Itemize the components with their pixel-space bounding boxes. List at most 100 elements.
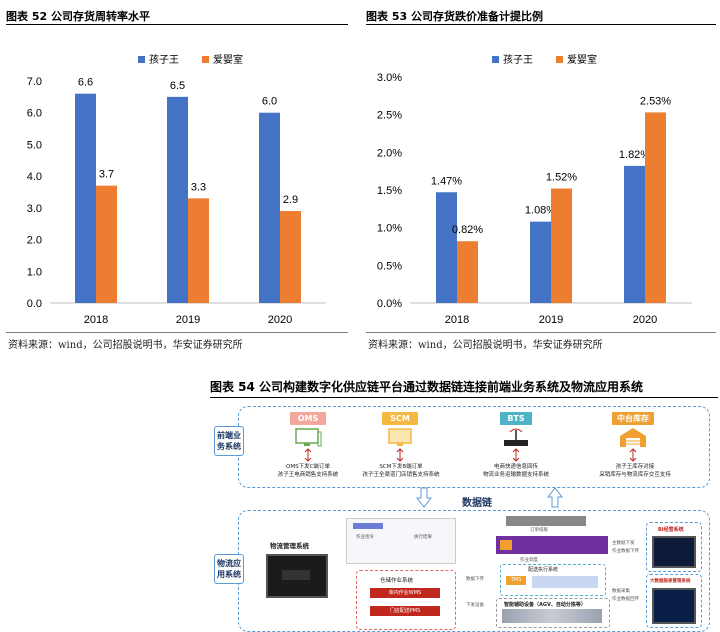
- inventory-line1: 孩子王库存对接: [615, 464, 655, 470]
- bar-爱婴室-2018: [457, 241, 478, 303]
- x-tick-label: 2019: [539, 314, 563, 326]
- wms-label: 仓储作业系统: [380, 578, 414, 584]
- job-data-caption: 作业数据下传: [612, 549, 639, 554]
- data-label: 6.6: [78, 77, 93, 89]
- bi-screen: [652, 536, 696, 568]
- tms-caption: 配送执行系统: [528, 567, 559, 573]
- bar-爱婴室-2019: [551, 188, 572, 303]
- computer-icon: [295, 428, 322, 447]
- y-tick-label: 2.0%: [377, 147, 402, 159]
- y-tick-label: 5.0: [27, 139, 42, 151]
- data-label: 3.7: [99, 169, 114, 181]
- fig53-source: 资料来源：wind，公司招股说明书，华安证券研究所: [368, 340, 603, 351]
- fig52-chart: 0.0 1.0 2.0 3.0 4.0 5.0 6.0 7.0 6.6 3.7 2018 6.5 3.3…: [27, 53, 326, 326]
- bar-孩子王-2018: [436, 192, 457, 303]
- data-label: 1.47%: [431, 175, 462, 187]
- data-label: 6.0: [262, 96, 277, 108]
- bar-孩子王-2020: [259, 112, 280, 303]
- y-tick-label: 1.0: [27, 266, 42, 278]
- fig54-title: 图表 54 公司构建数字化供应链平台通过数据链连接前端业务系统及物流应用系统: [210, 380, 644, 394]
- wms-button: 库内作业WMS: [370, 588, 440, 598]
- scm-arrow-icon: [396, 448, 404, 462]
- data-label: 1.52%: [546, 171, 577, 183]
- bar-孩子王-2019: [167, 96, 188, 303]
- bar-爱婴室-2020: [645, 112, 666, 303]
- bar-孩子王-2019: [530, 221, 551, 303]
- lms-screen: [266, 554, 328, 598]
- front-systems-label: 前端业务系统: [214, 426, 244, 456]
- pms-button: 门店配送PMS: [370, 606, 440, 616]
- inventory-arrow-icon: [629, 448, 637, 462]
- fig52-title-rule: [6, 24, 348, 25]
- y-tick-label: 0.0%: [377, 298, 402, 310]
- bar-爱婴室-2020: [280, 211, 301, 303]
- bts-arrow-icon: [512, 448, 520, 462]
- y-tick-label: 4.0: [27, 171, 42, 183]
- collect-caption: 数据采集: [612, 589, 630, 594]
- data-label: 2.9: [283, 194, 298, 206]
- bi-box: [646, 522, 702, 572]
- scm-line1: SCM下发B端订单: [379, 464, 423, 470]
- y-tick-label: 0.5%: [377, 260, 402, 272]
- command-caption: 作业指令: [356, 535, 374, 540]
- fig53-title-rule: [366, 24, 716, 25]
- fig52-source-rule: [6, 332, 348, 333]
- y-tick-label: 1.5%: [377, 185, 402, 197]
- legend-label: 爱婴室: [567, 53, 597, 66]
- y-tick-label: 3.0: [27, 203, 42, 215]
- bar-孩子王-2020: [624, 165, 645, 303]
- x-tick-label: 2018: [445, 314, 469, 326]
- fig52-title: 图表 52 公司存货周转率水平: [6, 10, 150, 23]
- bigdata-box: [646, 574, 702, 628]
- fig53-title: 图表 53 公司存货跌价准备计提比例: [366, 10, 543, 23]
- order-header: [506, 516, 586, 526]
- tms-screen: [532, 576, 598, 588]
- inventory-tag: 中台库存: [612, 412, 654, 425]
- order-caption: 订单排版: [530, 528, 548, 533]
- order-screen: [496, 536, 608, 554]
- down-arrow-icon: [415, 487, 433, 508]
- fig54-title-rule: [210, 397, 718, 398]
- data-label: 3.3: [191, 181, 206, 193]
- scm-line2: 孩子王全渠道门店销售支持系统: [362, 472, 440, 478]
- supply-chain-diagram: 前端业务系统 OMS OMS下发C端订单 孩子王电商销售支持系统 SCM SCM…: [210, 404, 718, 632]
- data-label: 2.53%: [640, 95, 671, 107]
- bts-line2: 物流业务运输数据支持系统: [482, 472, 549, 478]
- scm-tag: SCM: [382, 412, 418, 425]
- legend-label: 爱婴室: [213, 53, 243, 66]
- x-tick-label: 2018: [84, 314, 108, 326]
- logistics-systems-label: 物流应用系统: [214, 554, 244, 584]
- x-tick-label: 2020: [633, 314, 657, 326]
- data-label: 1.82%: [619, 149, 650, 161]
- fig52-source: 资料来源：wind，公司招股说明书，华安证券研究所: [8, 340, 243, 351]
- y-tick-label: 0.0: [27, 298, 42, 310]
- inventory-line2: 采销库存与物流库存交互支持: [599, 472, 671, 478]
- bts-line1: 电商快递信息回传: [493, 464, 538, 470]
- y-tick-label: 7.0: [27, 76, 42, 88]
- bar-孩子王-2018: [75, 93, 96, 303]
- equipment-box: [496, 598, 610, 628]
- device-down-caption: 下发设备: [466, 603, 484, 608]
- data-chain-label: 数据链: [462, 498, 492, 509]
- bigdata-screen: [652, 588, 696, 624]
- y-tick-label: 2.0: [27, 235, 42, 247]
- legend-swatch: [138, 56, 145, 63]
- y-tick-label: 6.0: [27, 108, 42, 120]
- x-tick-label: 2020: [268, 314, 292, 326]
- y-tick-label: 3.0%: [377, 72, 402, 84]
- bi-label: BI经营系统: [658, 527, 684, 533]
- result-caption: 执行结果: [414, 535, 432, 540]
- lms-title: 物流管理系统: [270, 542, 309, 550]
- tms-button: TMS: [506, 576, 526, 585]
- dispatch-caption: 作业调度: [520, 558, 538, 563]
- bts-tag: BTS: [500, 412, 532, 425]
- fig53-source-rule: [366, 332, 716, 333]
- y-tick-label: 2.5%: [377, 110, 402, 122]
- bar-爱婴室-2019: [188, 198, 209, 303]
- oms-line1: OMS下发C端订单: [286, 464, 330, 470]
- data-label: 6.5: [170, 80, 185, 92]
- equipment-image: [502, 609, 602, 623]
- equipment-label: 智能辅助设备（AGV、自动分拣等）: [504, 602, 586, 608]
- y-tick-label: 1.0%: [377, 223, 402, 235]
- legend-swatch: [202, 56, 209, 63]
